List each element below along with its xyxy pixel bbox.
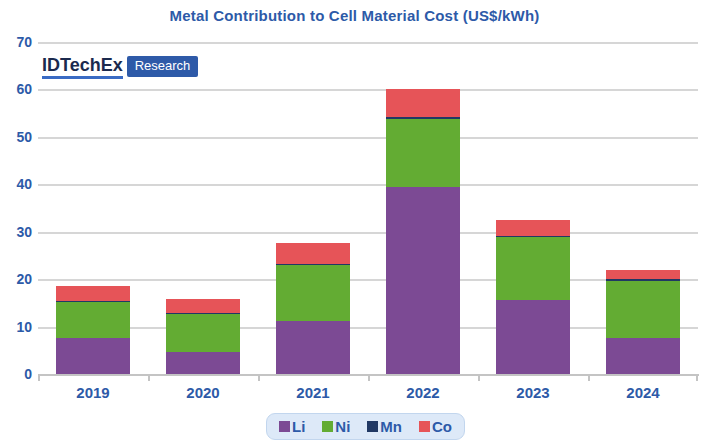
x-axis-tick [368,374,370,381]
bar-segment-li-2022 [386,187,460,375]
x-axis-tick [478,374,480,381]
gridline-40 [38,184,698,186]
bar-segment-li-2019 [56,338,130,375]
x-axis-label-2024: 2024 [588,384,698,401]
legend-label-li: Li [292,418,305,435]
bar-group-2022 [386,89,460,375]
legend-item-co: Co [419,418,452,435]
x-axis-tick [696,374,698,381]
x-axis-tick [148,374,150,381]
legend-label-co: Co [432,418,452,435]
x-axis-label-2023: 2023 [478,384,588,401]
x-axis-label-2020: 2020 [148,384,258,401]
x-axis-tick [258,374,260,381]
plot-area [38,43,698,375]
gridline-50 [38,137,698,139]
legend-swatch-ni [322,421,333,432]
legend-label-ni: Ni [335,418,350,435]
bar-segment-li-2024 [606,338,680,375]
bar-group-2024 [606,270,680,375]
legend: Li Ni Mn Co [266,413,465,440]
bar-group-2021 [276,243,350,375]
bar-segment-co-2024 [606,270,680,279]
gridline-10 [38,327,698,329]
legend-item-ni: Ni [322,418,350,435]
bar-segment-ni-2022 [386,119,460,187]
x-axis-label-2021: 2021 [258,384,368,401]
y-axis-label: 10 [2,319,32,335]
y-axis-label: 60 [2,81,32,97]
x-axis-tick [588,374,590,381]
y-axis-label: 0 [2,366,32,382]
gridline-20 [38,279,698,281]
bar-segment-li-2021 [276,321,350,375]
bar-segment-co-2019 [56,286,130,300]
bar-segment-ni-2023 [496,237,570,300]
legend-swatch-li [279,421,290,432]
bar-segment-ni-2024 [606,281,680,338]
y-axis-label: 50 [2,129,32,145]
bar-segment-co-2020 [166,299,240,313]
y-axis-label: 20 [2,271,32,287]
legend-swatch-co [419,421,430,432]
x-axis-label-2019: 2019 [38,384,148,401]
bar-segment-co-2023 [496,220,570,235]
bar-group-2023 [496,220,570,375]
gridline-30 [38,232,698,234]
y-axis-label: 30 [2,224,32,240]
gridline-70 [38,42,698,44]
x-axis-tick [38,374,40,381]
chart: Metal Contribution to Cell Material Cost… [0,0,709,442]
bar-segment-ni-2019 [56,302,130,338]
bar-segment-co-2021 [276,243,350,264]
x-axis-label-2022: 2022 [368,384,478,401]
bar-group-2020 [166,299,240,375]
gridline-60 [38,89,698,91]
legend-swatch-mn [367,421,378,432]
bar-segment-ni-2020 [166,314,240,352]
bar-segment-li-2020 [166,352,240,375]
legend-label-mn: Mn [380,418,402,435]
bar-segment-ni-2021 [276,265,350,321]
legend-item-li: Li [279,418,305,435]
bar-group-2019 [56,286,130,375]
y-axis-label: 40 [2,176,32,192]
bar-segment-li-2023 [496,300,570,375]
bar-segment-co-2022 [386,89,460,118]
y-axis-label: 70 [2,34,32,50]
legend-item-mn: Mn [367,418,402,435]
chart-title: Metal Contribution to Cell Material Cost… [0,7,709,24]
